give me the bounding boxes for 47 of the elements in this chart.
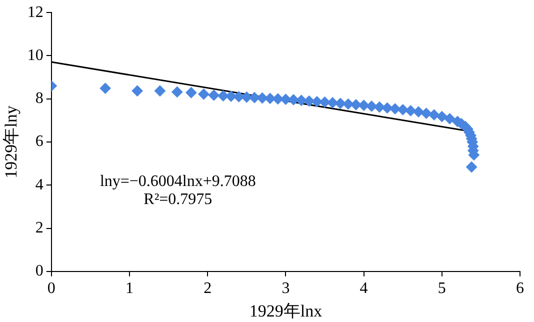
point [428, 109, 440, 120]
y-tick-label: 0 [35, 262, 44, 280]
x-tick-label: 6 [516, 280, 524, 298]
x-tick-label: 2 [204, 280, 212, 298]
annotation: lny=−0.6004lnx+9.7088 [100, 172, 256, 190]
point [466, 162, 478, 173]
y-tick-label: 10 [27, 46, 44, 64]
point [319, 96, 330, 108]
point [327, 97, 338, 108]
point [198, 88, 210, 100]
point [248, 92, 260, 104]
point [132, 85, 143, 96]
y-tick-label: 8 [35, 90, 44, 108]
x-tick-label: 5 [438, 280, 446, 298]
y-tick-label: 6 [35, 133, 44, 150]
point [186, 87, 197, 98]
y-tick-label: 12 [27, 4, 44, 21]
point [100, 82, 111, 94]
point [412, 106, 424, 118]
point [304, 96, 315, 107]
point [374, 102, 385, 113]
x-tick-label: 4 [360, 280, 368, 298]
point [366, 100, 378, 112]
point [444, 113, 456, 124]
x-tick-label: 1 [126, 280, 134, 298]
x-tick-label: 3 [282, 280, 290, 298]
y-tick-label: 2 [35, 219, 44, 236]
point [233, 91, 244, 102]
point [208, 90, 220, 101]
point [397, 104, 408, 116]
annotation: R²=0.7975 [144, 191, 212, 208]
point [154, 85, 166, 96]
point [172, 86, 183, 98]
point [280, 94, 292, 105]
x-tick-label: 0 [47, 280, 56, 298]
point [296, 94, 307, 106]
point [436, 111, 448, 122]
point [218, 90, 229, 102]
point [420, 108, 432, 119]
point [264, 92, 276, 104]
x-axis-title: 1929年lnx [249, 301, 323, 320]
point [350, 99, 362, 110]
point [358, 100, 370, 111]
point [382, 102, 393, 114]
y-axis-title: 1929年lny [2, 105, 21, 178]
point [405, 105, 416, 116]
y-tick-label: 4 [35, 176, 44, 194]
